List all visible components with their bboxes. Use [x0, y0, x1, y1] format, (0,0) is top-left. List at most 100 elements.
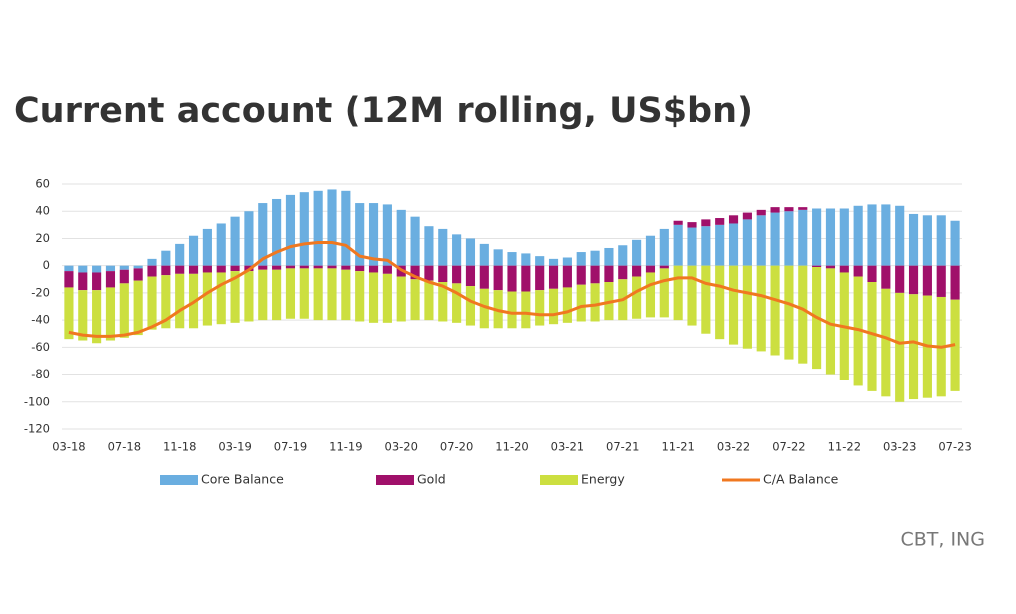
bar [230, 265, 240, 272]
bar [881, 204, 891, 266]
bar [313, 265, 323, 269]
bar [175, 243, 185, 266]
bar [313, 268, 323, 321]
bar [784, 265, 794, 360]
bar [175, 265, 185, 274]
bar [535, 256, 545, 266]
bar [728, 215, 739, 224]
bar [881, 265, 891, 289]
bar [92, 272, 102, 291]
bar [701, 226, 711, 266]
legend-label: Core Balance [201, 472, 284, 487]
bar [216, 272, 226, 325]
bar [341, 269, 351, 321]
x-tick-label: 11-21 [661, 440, 694, 454]
bar [285, 265, 296, 269]
bar [521, 291, 531, 329]
chart-title: Current account (12M rolling, US$bn) [14, 91, 753, 131]
bar [618, 245, 628, 266]
bar [78, 272, 88, 291]
bar [285, 194, 296, 266]
bar [521, 265, 531, 292]
bar [548, 258, 559, 266]
bar [493, 249, 503, 266]
bar [908, 265, 919, 295]
bar [521, 253, 531, 266]
bar [922, 215, 932, 266]
bar [258, 269, 268, 321]
bar [839, 265, 849, 273]
legend-swatch [376, 475, 414, 485]
bar [507, 265, 517, 292]
x-tick-label: 03-21 [551, 440, 584, 454]
bar [175, 273, 185, 329]
bar [632, 239, 642, 266]
bar [715, 218, 725, 225]
bar [728, 223, 739, 266]
bar [299, 192, 309, 266]
bar [604, 265, 614, 282]
bar [202, 265, 212, 273]
bar [105, 265, 116, 272]
bar [493, 265, 503, 291]
x-tick-label: 03-18 [52, 440, 85, 454]
bar [576, 284, 586, 322]
bar [895, 265, 905, 293]
bar [867, 265, 877, 282]
bar [659, 265, 669, 269]
bar [825, 268, 836, 375]
bar [396, 276, 406, 322]
bar [133, 268, 143, 281]
bar [742, 219, 752, 266]
bar [382, 273, 392, 323]
bar [272, 265, 282, 270]
bar [507, 291, 517, 329]
bar [881, 288, 891, 397]
bar [798, 207, 808, 210]
bar [244, 271, 254, 322]
bar [590, 250, 600, 266]
bar [465, 265, 476, 287]
bar [659, 228, 669, 266]
bar [92, 290, 102, 344]
bar [133, 265, 143, 269]
bar [770, 212, 780, 266]
x-tick-label: 03-22 [717, 440, 750, 454]
bar [701, 265, 711, 334]
y-tick-label: 60 [35, 177, 50, 191]
x-tick-label: 03-19 [218, 440, 251, 454]
bar [936, 215, 946, 266]
y-tick-label: 0 [43, 258, 50, 272]
bar [687, 265, 697, 326]
x-tick-label: 11-19 [329, 440, 362, 454]
x-tick-label: 07-23 [938, 440, 971, 454]
x-tick-label: 07-19 [274, 440, 307, 454]
bar [202, 272, 212, 326]
bar [438, 228, 448, 266]
bar [230, 271, 240, 323]
bar [812, 265, 822, 268]
bar [147, 276, 157, 330]
bar [396, 209, 406, 266]
bar [119, 269, 129, 284]
y-tick-label: -20 [31, 285, 50, 299]
bar [105, 287, 116, 341]
bar [202, 228, 212, 266]
bar [299, 268, 309, 319]
bar [632, 276, 642, 319]
bar [715, 265, 725, 340]
bar [258, 265, 268, 270]
line [68, 241, 956, 349]
bar [272, 269, 282, 321]
bar [78, 265, 88, 273]
bar [382, 204, 392, 266]
bar [64, 287, 74, 340]
bar [341, 190, 351, 266]
bar [936, 265, 946, 297]
bar [618, 265, 628, 280]
source: CBT, ING [900, 529, 985, 551]
bar [119, 283, 129, 338]
bar [715, 224, 725, 266]
bar [424, 280, 434, 321]
